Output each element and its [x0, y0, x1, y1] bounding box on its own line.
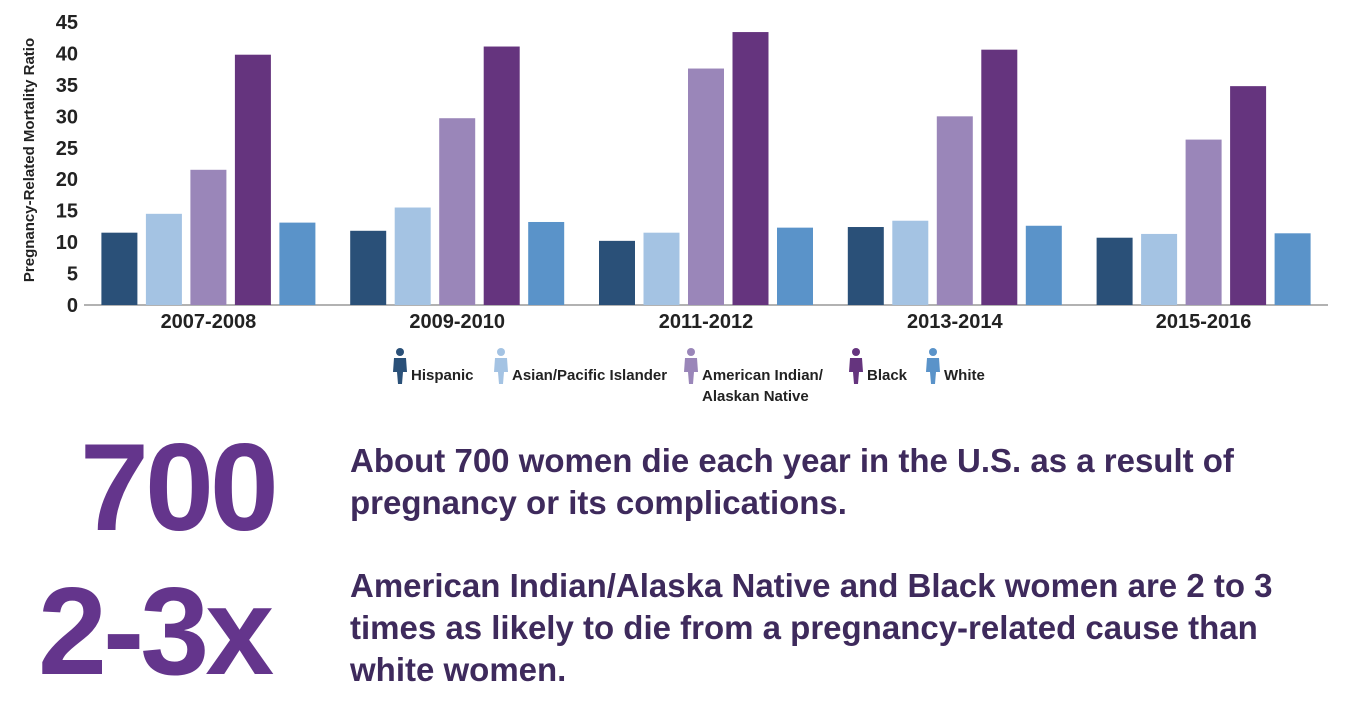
y-tick-label: 45	[56, 12, 78, 34]
bar-black-2015-2016	[1230, 86, 1267, 305]
x-category-label: 2013-2014	[907, 311, 1004, 333]
bar-american-indian-alaskan-native-2007-2008	[190, 169, 227, 305]
bar-white-2011-2012	[777, 227, 813, 305]
bar-white-2013-2014	[1025, 225, 1062, 305]
y-tick-label: 15	[56, 201, 78, 223]
y-tick-label: 5	[67, 264, 78, 286]
bar-asian-pacific-islander-2007-2008	[145, 213, 182, 305]
bar-american-indian-alaskan-native-2009-2010	[439, 118, 476, 305]
bar-asian-pacific-islander-2013-2014	[892, 220, 929, 305]
stat-2-3x-description: American Indian/Alaska Native and Black …	[350, 567, 1273, 688]
bar-black-2011-2012	[732, 32, 769, 305]
bar-hispanic-2013-2014	[847, 227, 884, 305]
legend-label: Black	[867, 367, 908, 384]
bar-white-2015-2016	[1274, 233, 1311, 305]
y-tick-label: 30	[56, 106, 78, 128]
bar-american-indian-alaskan-native-2013-2014	[936, 116, 973, 305]
bar-black-2007-2008	[234, 54, 271, 305]
bar-american-indian-alaskan-native-2011-2012	[688, 68, 724, 305]
person-icon	[926, 348, 940, 384]
y-tick-label: 20	[56, 169, 78, 191]
bar-asian-pacific-islander-2009-2010	[394, 207, 431, 305]
bar-hispanic-2015-2016	[1096, 237, 1133, 305]
y-axis-label: Pregnancy-Related Mortality Ratio	[21, 38, 38, 282]
stat-700-description: About 700 women die each year in the U.S…	[350, 442, 1234, 521]
bar-hispanic-2007-2008	[101, 232, 138, 305]
bar-asian-pacific-islander-2015-2016	[1141, 233, 1178, 305]
legend-label: White	[944, 367, 985, 384]
person-icon	[393, 348, 407, 384]
bar-asian-pacific-islander-2011-2012	[643, 232, 680, 305]
x-category-label: 2007-2008	[161, 311, 257, 333]
stat-2-3x-number: 2-3x	[38, 563, 274, 701]
x-category-label: 2011-2012	[659, 311, 754, 333]
y-tick-label: 10	[56, 232, 78, 254]
chart-legend: Hispanic Asian/Pacific Islander American I…	[393, 348, 985, 405]
person-icon	[684, 348, 698, 384]
person-icon	[849, 348, 863, 384]
bar-hispanic-2009-2010	[350, 230, 387, 305]
legend-label: American Indian/Alaskan Native	[702, 367, 824, 405]
bar-hispanic-2011-2012	[599, 240, 635, 305]
x-category-label: 2009-2010	[409, 311, 505, 333]
legend-label: Hispanic	[411, 367, 474, 384]
mortality-bar-chart: Pregnancy-Related Mortality Ratio 0 5 10 15…	[21, 12, 1328, 405]
y-tick-label: 40	[56, 43, 78, 65]
bar-white-2007-2008	[279, 222, 316, 305]
bar-black-2009-2010	[483, 46, 520, 305]
bar-american-indian-alaskan-native-2015-2016	[1185, 139, 1222, 305]
stat-700-number: 700	[80, 419, 279, 557]
person-icon	[494, 348, 508, 384]
y-tick-label: 35	[56, 75, 78, 97]
y-tick-label: 0	[67, 295, 78, 317]
legend-label: Asian/Pacific Islander	[512, 367, 667, 384]
y-tick-label: 25	[56, 138, 78, 160]
bar-black-2013-2014	[981, 49, 1018, 305]
bar-white-2009-2010	[528, 221, 565, 305]
x-category-label: 2015-2016	[1156, 311, 1252, 333]
